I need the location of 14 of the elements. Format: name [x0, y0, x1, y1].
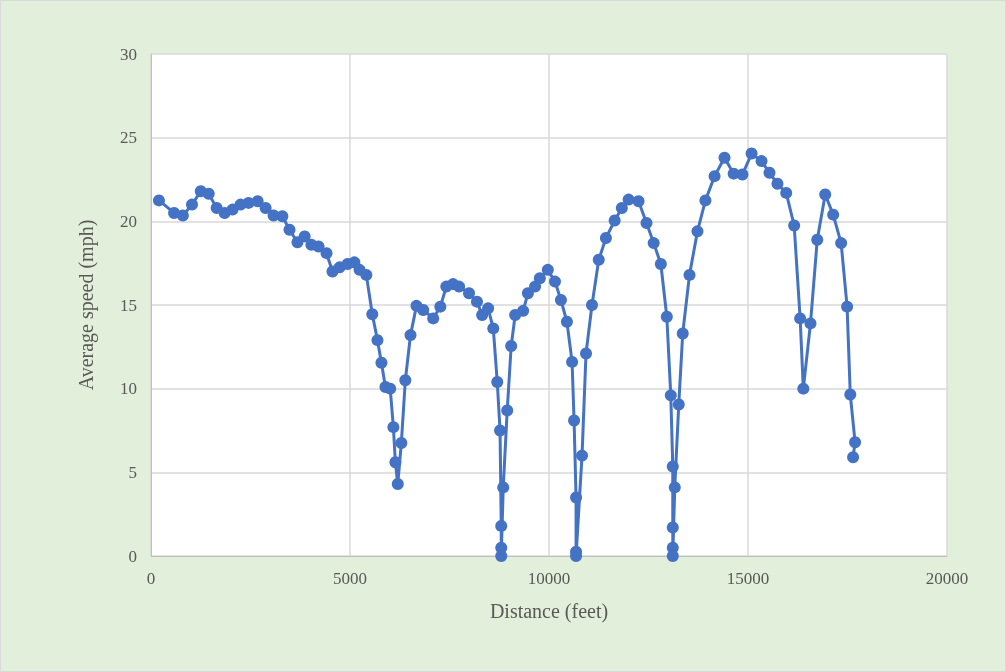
- y-tick-label: 30: [120, 44, 137, 64]
- y-tick-label: 0: [128, 546, 137, 566]
- y-tick-label: 5: [128, 462, 137, 482]
- x-tick-label: 15000: [726, 569, 770, 588]
- y-tick-label: 20: [120, 211, 137, 231]
- x-tick-label: 20000: [925, 569, 969, 588]
- x-tick-label: 5000: [333, 569, 367, 588]
- x-tick-label: 0: [146, 569, 156, 588]
- x-axis-title: Distance (feet): [489, 600, 609, 623]
- y-tick-label: 25: [120, 128, 137, 148]
- y-axis-title: Average speed (mph): [75, 219, 98, 391]
- y-tick-label: 10: [120, 379, 137, 399]
- x-tick-label: 10000: [527, 569, 571, 588]
- y-tick-label: 15: [120, 295, 137, 315]
